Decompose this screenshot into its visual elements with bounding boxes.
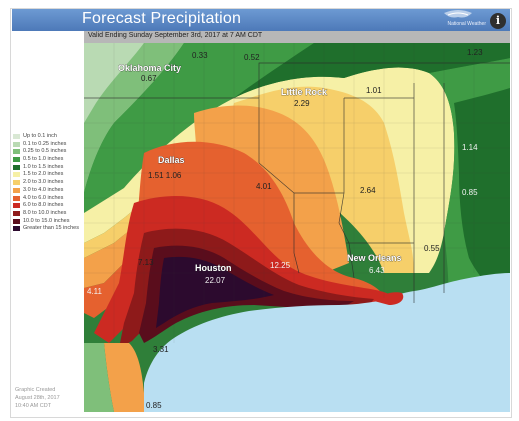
value-label: 12.25 bbox=[270, 261, 291, 270]
legend: Up to 0.1 inch 0.1 to 0.25 inches 0.25 to … bbox=[13, 133, 88, 233]
legend-item: 1.5 to 2.0 inches bbox=[13, 171, 88, 179]
legend-swatch bbox=[13, 164, 20, 170]
legend-swatch bbox=[13, 218, 20, 224]
zone-1-1.5-north bbox=[84, 43, 510, 98]
value-label: 0.33 bbox=[192, 51, 208, 60]
value-label: 3.31 bbox=[153, 345, 169, 354]
value-label: 0.52 bbox=[244, 53, 260, 62]
value-label: 7.13 bbox=[138, 258, 154, 267]
legend-swatch bbox=[13, 226, 20, 232]
legend-label: 0.25 to 0.5 inches bbox=[23, 148, 67, 155]
zone-0.25-0.5-south bbox=[84, 343, 114, 412]
value-label: 4.11 bbox=[87, 287, 103, 296]
info-icon[interactable]: i bbox=[490, 13, 506, 29]
city-new-orleans: New Orleans bbox=[347, 253, 402, 263]
legend-item: 8.0 to 10.0 inches bbox=[13, 210, 88, 218]
value-label: 1.51 1.06 bbox=[148, 171, 182, 180]
legend-swatch bbox=[13, 134, 20, 139]
legend-item: 0.25 to 0.5 inches bbox=[13, 148, 88, 156]
legend-label: 8.0 to 10.0 inches bbox=[23, 209, 67, 216]
legend-swatch bbox=[13, 187, 20, 193]
page-title: Forecast Precipitation bbox=[82, 10, 242, 27]
legend-item: 1.0 to 1.5 inches bbox=[13, 164, 88, 172]
value-label: 2.64 bbox=[360, 186, 376, 195]
created-label: Graphic Created bbox=[15, 387, 56, 393]
legend-item: Up to 0.1 inch bbox=[13, 133, 88, 141]
legend-swatch bbox=[13, 203, 20, 209]
nws-logo-icon bbox=[444, 10, 472, 18]
legend-label: 2.0 to 3.0 inches bbox=[23, 179, 64, 186]
legend-label: 1.0 to 1.5 inches bbox=[23, 163, 64, 170]
legend-label: Up to 0.1 inch bbox=[23, 133, 57, 139]
legend-item: 0.5 to 1.0 inches bbox=[13, 156, 88, 164]
zone-1-1.5-east bbox=[454, 88, 510, 303]
precipitation-map: Oklahoma City Little Rock Dallas New Orl… bbox=[84, 43, 510, 412]
legend-label: Greater than 15 inches bbox=[23, 225, 79, 232]
state-borders bbox=[84, 62, 510, 303]
graphic-created: Graphic Created August 28th, 2017 10:40 … bbox=[15, 386, 60, 410]
value-label: 1.01 bbox=[366, 86, 382, 95]
value-label: 4.01 bbox=[256, 182, 272, 191]
city-houston: Houston bbox=[195, 263, 232, 273]
value-label: 22.07 bbox=[205, 276, 226, 285]
legend-label: 6.0 to 8.0 inches bbox=[23, 202, 64, 209]
legend-label: 10.0 to 15.0 inches bbox=[23, 217, 70, 224]
value-label: 0.55 bbox=[424, 244, 440, 253]
value-label: 0.67 bbox=[141, 74, 157, 83]
agency-label: National Weather bbox=[447, 21, 486, 27]
city-dallas: Dallas bbox=[158, 155, 185, 165]
legend-item: 10.0 to 15.0 inches bbox=[13, 218, 88, 226]
legend-swatch bbox=[13, 149, 20, 155]
value-label: 1.14 bbox=[462, 143, 478, 152]
legend-item: 2.0 to 3.0 inches bbox=[13, 179, 88, 187]
city-little-rock: Little Rock bbox=[281, 87, 328, 97]
legend-swatch bbox=[13, 180, 20, 186]
zone-0.5-1 bbox=[84, 43, 314, 213]
county-lines bbox=[84, 43, 510, 343]
value-label: 2.29 bbox=[294, 99, 310, 108]
legend-item: 6.0 to 8.0 inches bbox=[13, 202, 88, 210]
legend-swatch bbox=[13, 157, 20, 163]
valid-time-text: Valid Ending Sunday September 3rd, 2017 … bbox=[88, 32, 263, 39]
created-time: 10:40 AM CDT bbox=[15, 403, 52, 409]
valid-time-bar: Valid Ending Sunday September 3rd, 2017 … bbox=[84, 31, 510, 43]
legend-item: 3.0 to 4.0 inches bbox=[13, 187, 88, 195]
created-date: August 28th, 2017 bbox=[15, 395, 60, 401]
legend-swatch bbox=[13, 210, 20, 216]
zone-0.1-0.25-nw bbox=[84, 43, 144, 123]
legend-item: Greater than 15 inches bbox=[13, 225, 88, 233]
legend-label: 3.0 to 4.0 inches bbox=[23, 186, 64, 193]
legend-label: 1.5 to 2.0 inches bbox=[23, 171, 64, 178]
zone-gt-15 bbox=[156, 256, 274, 328]
legend-swatch bbox=[13, 141, 20, 147]
legend-swatch bbox=[13, 172, 20, 178]
value-label: 0.85 bbox=[146, 401, 162, 410]
legend-swatch bbox=[13, 195, 20, 201]
legend-item: 4.0 to 6.0 inches bbox=[13, 195, 88, 203]
header-bar: Forecast Precipitation National Weather … bbox=[12, 9, 510, 31]
delta bbox=[374, 292, 404, 305]
legend-label: 0.1 to 0.25 inches bbox=[23, 140, 67, 147]
legend-item: 0.1 to 0.25 inches bbox=[13, 141, 88, 149]
city-oklahoma-city: Oklahoma City bbox=[118, 63, 181, 73]
value-label: 0.85 bbox=[462, 188, 478, 197]
zone-2-3 bbox=[84, 86, 414, 273]
zone-3-4-south bbox=[104, 343, 144, 412]
gulf-of-mexico bbox=[144, 273, 510, 412]
value-label: 1.23 bbox=[467, 48, 483, 57]
value-label: 6.43 bbox=[369, 266, 385, 275]
legend-label: 0.5 to 1.0 inches bbox=[23, 156, 64, 163]
legend-label: 4.0 to 6.0 inches bbox=[23, 194, 64, 201]
